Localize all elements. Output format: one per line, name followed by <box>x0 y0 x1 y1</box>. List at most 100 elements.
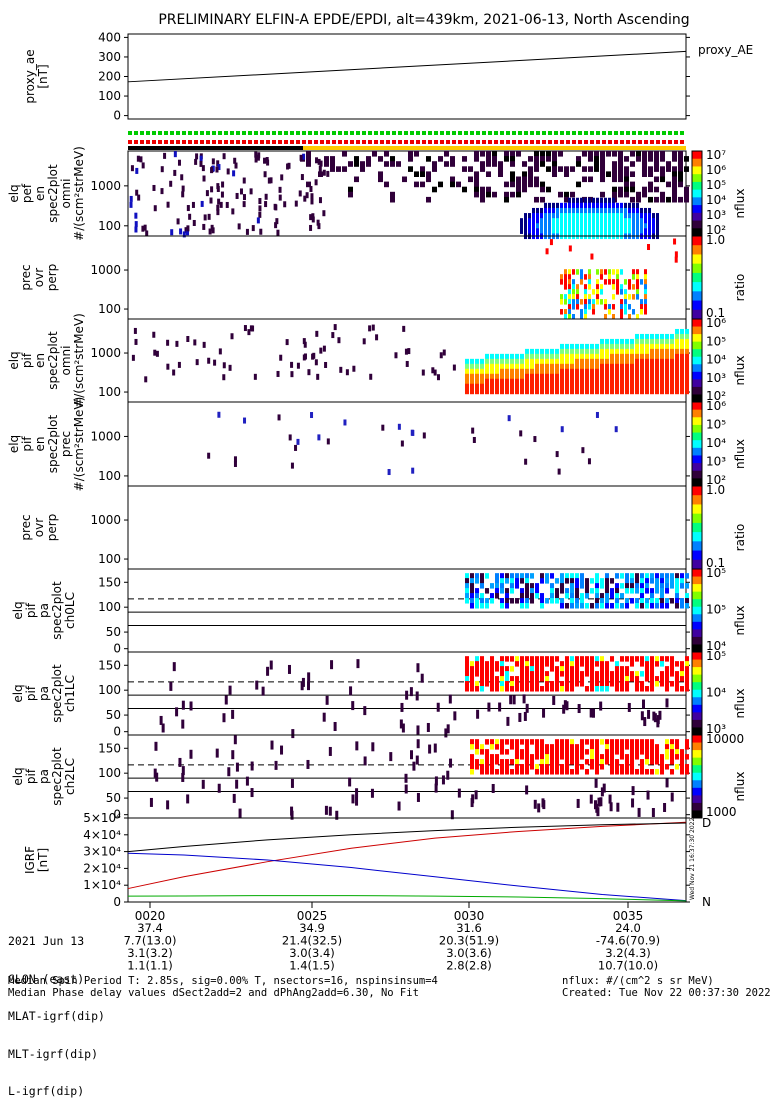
data-cell <box>635 749 639 755</box>
data-cell <box>490 671 494 677</box>
data-cell <box>648 181 653 188</box>
data-cell <box>222 374 226 381</box>
data-cell <box>330 156 335 162</box>
data-cell <box>407 348 411 355</box>
data-cell <box>628 279 631 285</box>
data-cell <box>580 764 584 770</box>
data-cell <box>572 202 575 209</box>
data-cell <box>505 383 509 390</box>
data-cell <box>595 676 599 682</box>
data-cell <box>675 588 679 594</box>
data-cell <box>651 808 655 818</box>
data-cell <box>480 661 484 667</box>
data-cell <box>465 378 469 385</box>
data-cell <box>590 759 594 765</box>
status-tick-red <box>470 140 474 144</box>
data-cell <box>564 299 567 305</box>
data-cell <box>522 186 527 193</box>
data-cell <box>654 161 659 167</box>
data-cell <box>520 666 524 672</box>
x-row-value: 2.8(2.8) <box>446 959 492 973</box>
data-cell <box>545 388 549 395</box>
data-cell <box>608 279 611 285</box>
data-cell <box>640 279 643 285</box>
status-tick-red <box>596 140 600 144</box>
data-cell <box>636 207 639 214</box>
data-cell <box>636 213 639 219</box>
data-cell <box>625 588 629 594</box>
data-cell <box>480 676 484 682</box>
data-cell <box>234 162 238 169</box>
data-cell <box>670 363 674 370</box>
data-cell <box>530 378 534 385</box>
data-cell <box>595 373 599 380</box>
data-cell <box>515 368 519 375</box>
data-cell <box>608 218 611 224</box>
colorbar-segment <box>692 712 702 721</box>
data-cell <box>655 588 659 594</box>
data-cell <box>409 687 413 697</box>
data-cell <box>572 197 575 204</box>
data-cell <box>628 218 631 224</box>
data-cell <box>505 578 509 584</box>
data-cell <box>620 676 624 682</box>
x-row-value: 3.1(3.2) <box>127 946 173 960</box>
data-cell <box>378 176 383 183</box>
data-cell <box>530 368 534 375</box>
status-tick-red <box>578 140 582 144</box>
data-cell <box>660 588 664 594</box>
data-cell <box>421 369 425 376</box>
status-tick-red <box>176 140 180 144</box>
data-cell <box>495 373 499 380</box>
data-cell <box>625 666 629 672</box>
data-cell <box>331 332 335 339</box>
data-cell <box>620 373 624 380</box>
data-cell <box>510 191 515 198</box>
colorbar-tick-label: 10⁴ <box>706 686 726 700</box>
data-cell <box>312 352 316 359</box>
data-cell <box>654 176 659 183</box>
colorbar-segment <box>692 349 702 358</box>
data-cell <box>600 166 605 172</box>
data-cell <box>644 279 647 285</box>
data-cell <box>233 456 237 463</box>
data-cell <box>552 218 555 224</box>
status-tick-green <box>512 131 516 135</box>
data-cell <box>624 171 629 177</box>
status-tick-red <box>140 140 144 144</box>
data-cell <box>615 661 619 667</box>
data-cell <box>576 798 580 808</box>
data-cell <box>610 759 614 765</box>
colorbar-segment <box>692 282 702 292</box>
data-cell <box>525 754 529 760</box>
y-tick-label: 0 <box>113 808 121 822</box>
data-cell <box>608 794 612 804</box>
data-cell <box>685 656 689 662</box>
colorbar-tick-label: 10⁵ <box>706 334 726 348</box>
status-tick-red <box>566 140 570 144</box>
data-cell <box>560 363 564 370</box>
data-cell <box>485 353 489 360</box>
data-cell <box>644 228 647 234</box>
data-cell <box>660 388 664 395</box>
data-cell <box>612 202 615 209</box>
data-cell <box>530 759 534 765</box>
data-cell <box>600 754 604 760</box>
data-cell <box>600 598 604 604</box>
y-tick-label: 0 <box>113 109 121 123</box>
data-cell <box>615 368 619 375</box>
data-cell <box>600 368 604 375</box>
data-cell <box>660 343 664 350</box>
data-cell <box>475 603 479 609</box>
y-axis-label: prec <box>19 264 33 290</box>
data-cell <box>470 358 474 365</box>
data-cell <box>590 253 594 260</box>
data-cell <box>665 671 669 677</box>
y-tick-label: 50 <box>106 791 121 805</box>
data-cell <box>510 388 514 395</box>
data-cell <box>545 769 549 775</box>
data-cell <box>590 686 594 692</box>
data-cell <box>311 213 315 220</box>
data-cell <box>471 794 475 804</box>
data-cell <box>181 185 185 192</box>
